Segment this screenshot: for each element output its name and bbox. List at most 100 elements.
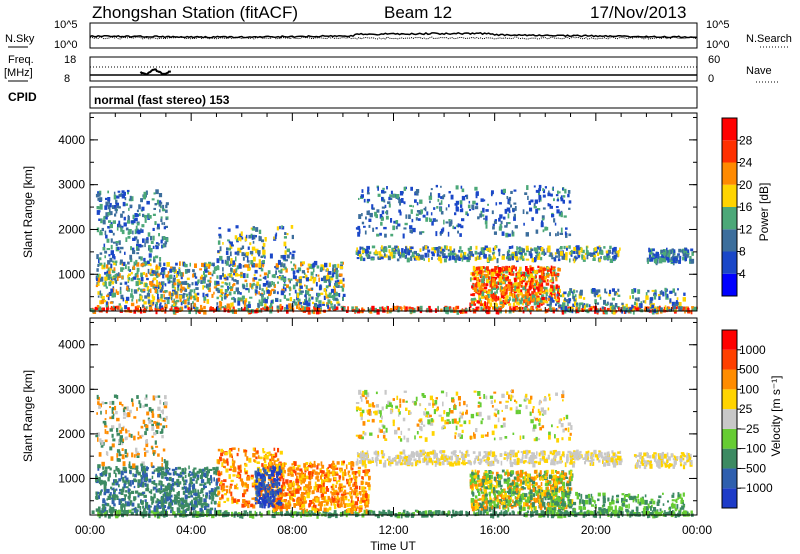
velocity-cell — [142, 467, 146, 472]
power-cell — [555, 233, 557, 237]
power-cell — [411, 254, 415, 258]
velocity-cell — [127, 488, 130, 494]
power-cell — [533, 297, 536, 302]
velocity-cell — [160, 510, 164, 515]
power-cell — [524, 282, 528, 286]
power-cell — [217, 240, 221, 245]
power-cell — [342, 283, 345, 288]
power-cell — [413, 257, 417, 261]
power-cell — [503, 216, 506, 220]
power-cell — [632, 295, 634, 299]
velocity-cell — [127, 492, 132, 495]
velocity-cell — [118, 484, 120, 488]
power-cell — [549, 252, 553, 257]
power-cell — [597, 308, 600, 311]
power-cell — [130, 246, 132, 251]
power-cell — [488, 256, 492, 260]
power-cell — [199, 268, 202, 271]
power-cell — [127, 220, 130, 224]
power-cell — [606, 307, 610, 311]
power-cell — [254, 235, 257, 238]
power-cell — [433, 247, 436, 251]
power-cell — [261, 295, 263, 300]
power-cell — [107, 197, 111, 202]
power-cell — [235, 272, 239, 277]
power-cell — [169, 280, 173, 283]
power-cell — [384, 233, 387, 238]
power-cell — [127, 273, 131, 276]
power-cell — [419, 248, 422, 252]
power-cell — [491, 268, 494, 272]
velocity-cell — [140, 474, 143, 477]
velocity-cell — [189, 511, 192, 516]
power-cell — [125, 203, 128, 206]
power-cell — [133, 218, 136, 224]
power-cell — [554, 292, 556, 297]
power-cell — [621, 302, 624, 306]
power-cell — [115, 289, 118, 294]
power-cell — [312, 262, 316, 265]
velocity-cell — [145, 466, 148, 471]
power-cell — [177, 286, 180, 291]
power-cell — [521, 294, 524, 299]
power-cell — [217, 250, 220, 253]
velocity-cell — [237, 499, 240, 502]
power-cell — [490, 292, 493, 298]
power-cell — [216, 302, 219, 305]
power-cell — [506, 278, 509, 281]
power-cell — [473, 287, 477, 293]
power-cell — [168, 291, 171, 296]
power-cell — [138, 287, 140, 290]
power-cell — [296, 293, 299, 299]
power-cell — [99, 206, 103, 210]
velocity-cell — [170, 509, 172, 514]
power-cell — [257, 302, 260, 308]
power-cell — [399, 255, 402, 259]
power-cell — [111, 205, 115, 209]
velocity-cell — [122, 487, 125, 493]
power-cell — [138, 298, 141, 302]
power-cell — [485, 266, 489, 271]
power-cell — [278, 259, 281, 265]
power-cell — [483, 199, 486, 202]
power-cell — [251, 228, 256, 231]
velocity-cell — [211, 497, 214, 502]
power-cell — [361, 250, 365, 254]
velocity-cell — [148, 509, 151, 514]
power-cell — [129, 204, 133, 208]
colorbar-tick-label: 20 — [739, 178, 753, 192]
power-cell — [232, 260, 235, 265]
power-cell — [679, 256, 682, 261]
power-cell — [271, 288, 275, 292]
power-cell — [103, 262, 106, 268]
power-cell — [557, 297, 560, 301]
velocity-cell — [242, 499, 246, 504]
velocity-cell — [589, 510, 592, 514]
power-cell — [586, 254, 589, 260]
power-cell — [204, 268, 208, 273]
power-cell — [479, 297, 482, 302]
power-cell — [519, 266, 522, 271]
velocity-cell — [115, 488, 118, 491]
power-cell — [556, 294, 560, 299]
power-cell — [682, 252, 686, 257]
velocity-cell — [219, 483, 221, 487]
velocity-cell — [123, 483, 126, 489]
power-cell — [484, 301, 486, 307]
power-cell — [337, 303, 341, 306]
power-cell — [223, 307, 226, 313]
power-cell — [99, 231, 103, 236]
power-cell — [555, 308, 558, 312]
velocity-cell — [218, 501, 221, 504]
power-cell — [337, 282, 340, 285]
power-cell — [651, 289, 655, 292]
velocity-cell — [243, 510, 247, 513]
power-cell — [128, 269, 132, 272]
velocity-cell — [104, 472, 107, 477]
power-cell — [557, 258, 561, 262]
power-cell — [171, 304, 174, 308]
power-cell — [473, 275, 477, 279]
power-cell — [519, 292, 523, 296]
power-cell — [246, 282, 248, 288]
power-cell — [508, 291, 512, 297]
